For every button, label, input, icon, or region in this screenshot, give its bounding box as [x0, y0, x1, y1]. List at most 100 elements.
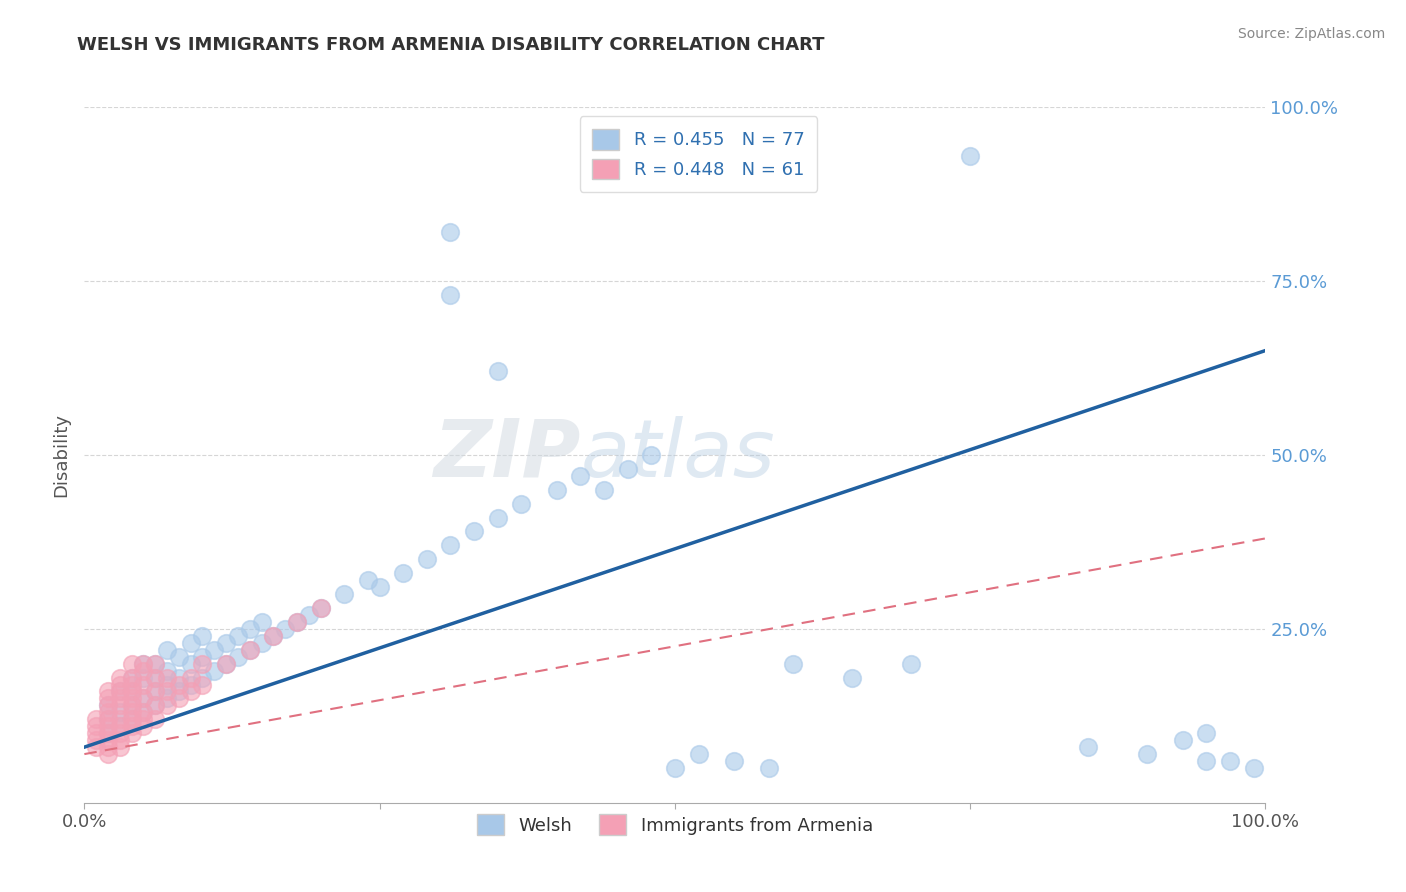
- Point: [132, 706, 155, 720]
- Point: [1195, 726, 1218, 740]
- Point: [156, 671, 179, 685]
- Point: [97, 712, 120, 726]
- Point: [1136, 747, 1159, 761]
- Point: [132, 719, 155, 733]
- Point: [1171, 733, 1194, 747]
- Point: [841, 671, 863, 685]
- Point: [215, 636, 238, 650]
- Point: [121, 671, 143, 685]
- Point: [132, 664, 155, 678]
- Point: [84, 726, 107, 740]
- Point: [180, 636, 202, 650]
- Point: [439, 288, 461, 302]
- Point: [156, 698, 179, 713]
- Point: [1077, 740, 1099, 755]
- Point: [97, 684, 120, 698]
- Point: [108, 671, 131, 685]
- Point: [108, 740, 131, 755]
- Point: [202, 664, 225, 678]
- Point: [167, 649, 190, 664]
- Point: [191, 657, 214, 671]
- Legend: Welsh, Immigrants from Armenia: Welsh, Immigrants from Armenia: [470, 807, 880, 842]
- Point: [1243, 761, 1265, 775]
- Point: [143, 684, 166, 698]
- Point: [416, 552, 439, 566]
- Point: [156, 677, 179, 691]
- Point: [97, 706, 120, 720]
- Point: [108, 684, 131, 698]
- Point: [108, 677, 131, 691]
- Point: [285, 615, 308, 629]
- Point: [900, 657, 922, 671]
- Point: [108, 726, 131, 740]
- Point: [1219, 754, 1241, 768]
- Point: [97, 719, 120, 733]
- Point: [143, 698, 166, 713]
- Point: [593, 483, 616, 497]
- Point: [132, 706, 155, 720]
- Point: [143, 671, 166, 685]
- Point: [121, 677, 143, 691]
- Point: [191, 649, 214, 664]
- Point: [108, 684, 131, 698]
- Point: [226, 629, 249, 643]
- Point: [191, 677, 214, 691]
- Point: [97, 726, 120, 740]
- Point: [723, 754, 745, 768]
- Point: [121, 706, 143, 720]
- Point: [143, 712, 166, 726]
- Y-axis label: Disability: Disability: [52, 413, 70, 497]
- Point: [486, 510, 509, 524]
- Point: [180, 677, 202, 691]
- Point: [97, 726, 120, 740]
- Point: [250, 636, 273, 650]
- Point: [309, 601, 332, 615]
- Point: [239, 642, 262, 657]
- Point: [121, 698, 143, 713]
- Point: [569, 468, 592, 483]
- Point: [156, 684, 179, 698]
- Point: [143, 684, 166, 698]
- Point: [758, 761, 780, 775]
- Point: [368, 580, 391, 594]
- Point: [121, 691, 143, 706]
- Point: [84, 712, 107, 726]
- Point: [132, 712, 155, 726]
- Point: [959, 149, 981, 163]
- Point: [121, 726, 143, 740]
- Point: [510, 497, 533, 511]
- Point: [392, 566, 415, 581]
- Point: [121, 719, 143, 733]
- Point: [616, 462, 638, 476]
- Point: [108, 712, 131, 726]
- Point: [132, 677, 155, 691]
- Point: [486, 364, 509, 378]
- Point: [121, 698, 143, 713]
- Point: [84, 719, 107, 733]
- Point: [143, 698, 166, 713]
- Point: [250, 615, 273, 629]
- Point: [180, 657, 202, 671]
- Point: [132, 691, 155, 706]
- Point: [262, 629, 284, 643]
- Point: [285, 615, 308, 629]
- Point: [782, 657, 804, 671]
- Point: [202, 642, 225, 657]
- Point: [143, 657, 166, 671]
- Point: [215, 657, 238, 671]
- Point: [226, 649, 249, 664]
- Point: [357, 573, 380, 587]
- Point: [132, 691, 155, 706]
- Point: [97, 691, 120, 706]
- Point: [167, 671, 190, 685]
- Point: [333, 587, 356, 601]
- Point: [143, 657, 166, 671]
- Point: [84, 740, 107, 755]
- Point: [97, 698, 120, 713]
- Point: [156, 664, 179, 678]
- Point: [121, 712, 143, 726]
- Point: [97, 712, 120, 726]
- Point: [167, 677, 190, 691]
- Point: [121, 684, 143, 698]
- Point: [132, 671, 155, 685]
